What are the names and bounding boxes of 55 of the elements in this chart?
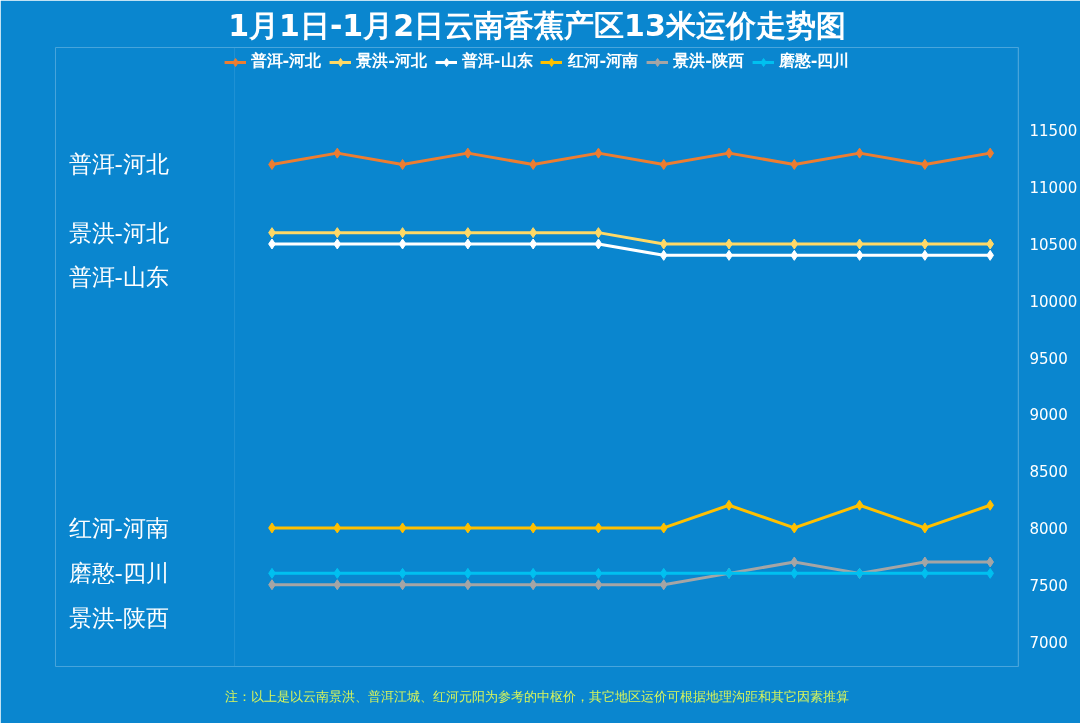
legend-label: 景洪-河北 [356, 51, 427, 72]
point [790, 522, 799, 534]
y-tick-label: 9500 [1029, 349, 1068, 368]
text: 注：以上是以云南景洪、普洱江城、红河元阳为参考的中枢价，其它地区运价可根据地理沟距和其它因素推算 [225, 688, 849, 704]
point [855, 238, 864, 250]
point [594, 238, 603, 250]
point [333, 227, 342, 239]
point [855, 147, 864, 159]
text: 磨憨-四川 [68, 560, 169, 587]
chart-title: 1月1日-1月2日云南香蕉产区13米运价走势图 [228, 7, 846, 43]
point [659, 238, 668, 250]
point [659, 249, 668, 261]
point [398, 522, 407, 534]
text: 景洪-陕西 [68, 604, 169, 631]
point [398, 567, 407, 579]
point [594, 522, 603, 534]
point [398, 238, 407, 250]
y-tick-label: 10500 [1029, 235, 1078, 254]
text: 景洪-河北 [68, 219, 169, 246]
legend-label: 磨憨-四川 [778, 51, 850, 72]
y-tick-label: 8500 [1029, 463, 1068, 482]
point [333, 238, 342, 250]
point [790, 158, 799, 170]
y-tick-label: 9000 [1029, 406, 1068, 425]
point [594, 579, 603, 591]
point [659, 522, 668, 534]
legend-label: 景洪-陕西 [673, 51, 744, 72]
y-tick-label: 7500 [1029, 576, 1068, 595]
point [333, 579, 342, 591]
point [398, 158, 407, 170]
point [333, 147, 342, 159]
point [659, 579, 668, 591]
point [594, 227, 603, 239]
legend-label: 普洱-河北 [250, 51, 322, 72]
text: 普洱-河北 [68, 151, 169, 178]
point [659, 158, 668, 170]
legend-label: 红河-河南 [567, 51, 639, 72]
point [398, 227, 407, 239]
point [594, 147, 603, 159]
y-tick-label: 7000 [1029, 633, 1068, 652]
y-tick-label: 11000 [1029, 179, 1078, 198]
legend-label: 普洱-山东 [461, 51, 533, 72]
point [790, 249, 799, 261]
text: 红河-河南 [68, 514, 169, 541]
y-tick-label: 11500 [1029, 122, 1078, 141]
point [398, 579, 407, 591]
point [594, 567, 603, 579]
point [790, 238, 799, 250]
point [333, 522, 342, 534]
point [855, 499, 864, 511]
y-tick-label: 10000 [1029, 292, 1078, 311]
point [790, 556, 799, 568]
text: 普洱-山东 [68, 264, 169, 291]
point [855, 249, 864, 261]
y-tick-label: 8000 [1029, 519, 1068, 538]
